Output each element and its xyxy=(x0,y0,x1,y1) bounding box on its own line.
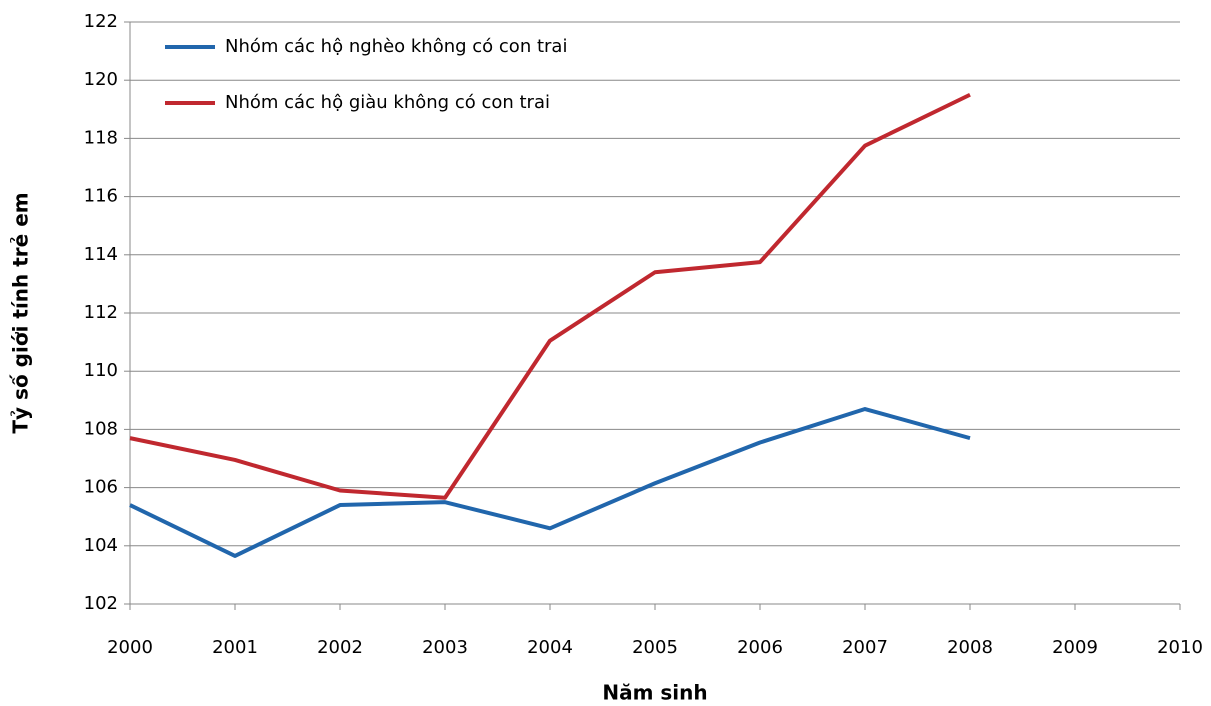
y-tick-label: 108 xyxy=(84,418,118,439)
y-tick-label: 116 xyxy=(84,186,118,207)
y-tick-label: 114 xyxy=(84,244,118,265)
x-tick-label: 2003 xyxy=(422,637,468,658)
x-tick-label: 2009 xyxy=(1052,637,1098,658)
x-axis-title: Năm sinh xyxy=(602,681,707,705)
x-tick-label: 2007 xyxy=(842,637,888,658)
y-tick-label: 118 xyxy=(84,127,118,148)
y-tick-label: 112 xyxy=(84,302,118,323)
y-tick-label: 104 xyxy=(84,535,118,556)
x-tick-label: 2008 xyxy=(947,637,993,658)
legend-label: Nhóm các hộ giàu không có con trai xyxy=(225,92,550,113)
y-tick-label: 122 xyxy=(84,11,118,32)
y-tick-label: 102 xyxy=(84,593,118,614)
y-tick-label: 120 xyxy=(84,69,118,90)
x-tick-label: 2010 xyxy=(1157,637,1203,658)
x-tick-label: 2001 xyxy=(212,637,258,658)
x-tick-label: 2006 xyxy=(737,637,783,658)
y-tick-label: 110 xyxy=(84,360,118,381)
series-line xyxy=(129,407,971,558)
x-tick-label: 2000 xyxy=(107,637,153,658)
legend-label: Nhóm các hộ nghèo không có con trai xyxy=(225,36,567,57)
series-line xyxy=(129,92,971,500)
y-axis-title: Tỷ số giới tính trẻ em xyxy=(9,192,33,433)
x-tick-label: 2002 xyxy=(317,637,363,658)
x-tick-label: 2005 xyxy=(632,637,678,658)
x-tick-label: 2004 xyxy=(527,637,573,658)
y-tick-label: 106 xyxy=(84,477,118,498)
